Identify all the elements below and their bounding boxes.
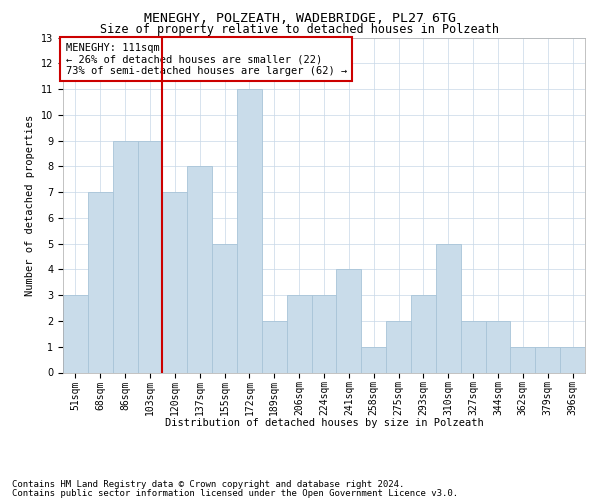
Bar [212, 244, 237, 372]
X-axis label: Distribution of detached houses by size in Polzeath: Distribution of detached houses by size … [164, 418, 484, 428]
Bar [88, 192, 113, 372]
Text: Size of property relative to detached houses in Polzeath: Size of property relative to detached ho… [101, 22, 499, 36]
Bar [187, 166, 212, 372]
Bar [262, 321, 287, 372]
Bar [311, 295, 337, 372]
Bar [560, 346, 585, 372]
Bar [113, 140, 137, 372]
Bar [137, 140, 163, 372]
Bar [485, 321, 511, 372]
Bar [237, 89, 262, 372]
Bar [535, 346, 560, 372]
Bar [287, 295, 311, 372]
Text: Contains public sector information licensed under the Open Government Licence v3: Contains public sector information licen… [12, 488, 458, 498]
Text: MENEGHY, POLZEATH, WADEBRIDGE, PL27 6TG: MENEGHY, POLZEATH, WADEBRIDGE, PL27 6TG [144, 12, 456, 24]
Bar [163, 192, 187, 372]
Bar [411, 295, 436, 372]
Text: MENEGHY: 111sqm
← 26% of detached houses are smaller (22)
73% of semi-detached h: MENEGHY: 111sqm ← 26% of detached houses… [65, 42, 347, 76]
Bar [386, 321, 411, 372]
Bar [461, 321, 485, 372]
Y-axis label: Number of detached properties: Number of detached properties [25, 114, 35, 296]
Bar [63, 295, 88, 372]
Bar [361, 346, 386, 372]
Bar [436, 244, 461, 372]
Bar [337, 270, 361, 372]
Text: Contains HM Land Registry data © Crown copyright and database right 2024.: Contains HM Land Registry data © Crown c… [12, 480, 404, 489]
Bar [511, 346, 535, 372]
